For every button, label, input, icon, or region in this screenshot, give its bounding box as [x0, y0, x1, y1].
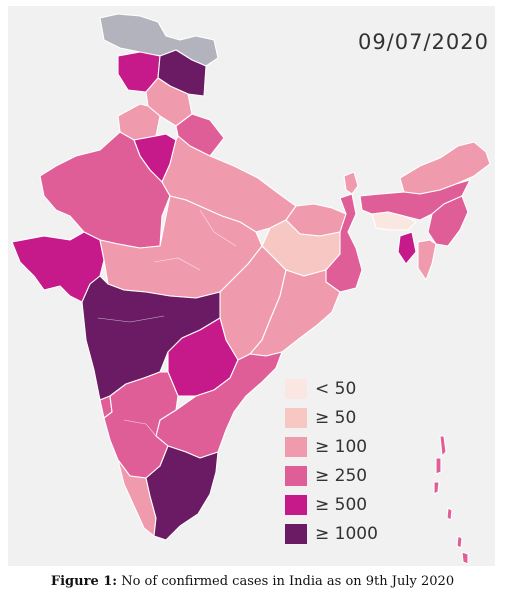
legend-swatch: [285, 407, 307, 428]
region-divider-3: [97, 315, 165, 323]
region-nagaland-manipur: [427, 195, 469, 247]
region-andaman-3: [433, 481, 440, 495]
region-odisha: [249, 269, 341, 357]
legend-label: ≥ 500: [315, 494, 368, 515]
caption-label: Figure 1:: [50, 574, 118, 589]
region-sikkim: [343, 171, 359, 195]
legend-label: ≥ 100: [315, 436, 368, 457]
legend-label: ≥ 1000: [315, 523, 378, 544]
legend-swatch: [285, 465, 307, 486]
legend-item-ge50: ≥ 50: [285, 403, 378, 432]
region-divider-1: [199, 209, 237, 247]
region-andaman-2: [435, 457, 442, 475]
region-nicobar-2: [456, 535, 463, 549]
region-meghalaya: [371, 211, 417, 231]
legend-item-ge100: ≥ 100: [285, 432, 378, 461]
region-north-disputed: [99, 13, 219, 67]
region-west-bengal: [325, 193, 363, 293]
caption-text: No of confirmed cases in India as on 9th…: [117, 574, 455, 589]
legend-label: ≥ 50: [315, 407, 357, 428]
region-divider-2: [153, 257, 201, 271]
region-arunachal: [399, 141, 491, 195]
map-legend: < 50 ≥ 50 ≥ 100 ≥ 250 ≥ 500 ≥ 1000: [285, 374, 378, 548]
region-nicobar-1: [446, 507, 453, 521]
legend-swatch: [285, 378, 307, 399]
legend-item-ge500: ≥ 500: [285, 490, 378, 519]
figure-caption: Figure 1: No of confirmed cases in India…: [0, 574, 505, 589]
legend-swatch: [285, 494, 307, 515]
region-divider-4: [123, 419, 157, 437]
legend-item-ge250: ≥ 250: [285, 461, 378, 490]
region-mizoram: [417, 239, 437, 281]
legend-label: < 50: [315, 378, 357, 399]
map-date: 09/07/2020: [357, 30, 489, 54]
region-andaman-1: [439, 435, 447, 457]
region-tamil-nadu: [145, 445, 219, 541]
legend-label: ≥ 250: [315, 465, 368, 486]
legend-swatch: [285, 436, 307, 457]
legend-item-ge1000: ≥ 1000: [285, 519, 378, 548]
region-tripura: [397, 231, 417, 265]
legend-swatch: [285, 523, 307, 544]
legend-item-lt50: < 50: [285, 374, 378, 403]
region-nicobar-3: [461, 551, 469, 565]
